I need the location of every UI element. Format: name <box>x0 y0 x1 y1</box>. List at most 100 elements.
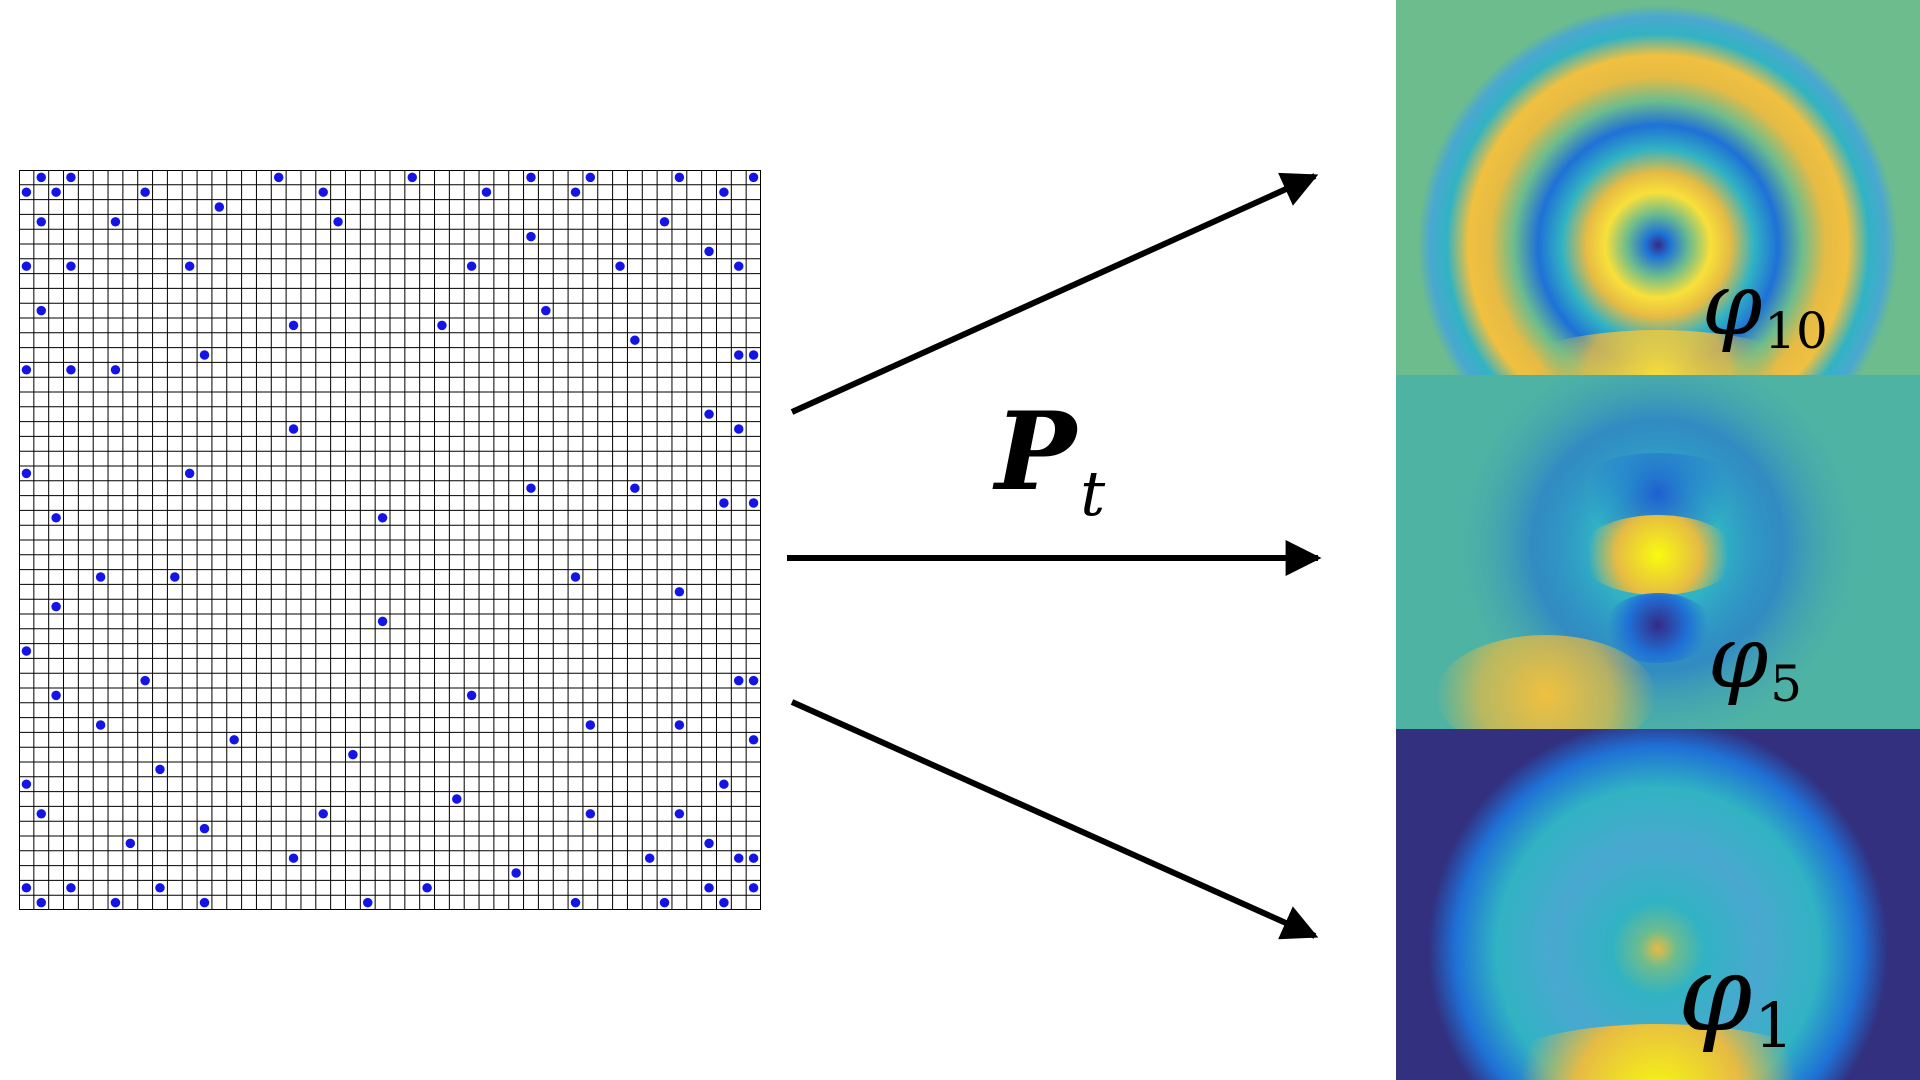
occupied-cell-dot <box>184 261 195 271</box>
occupied-cell-dot <box>199 350 210 360</box>
occupied-cell-dot <box>674 720 685 730</box>
occupied-cell-dot <box>155 883 165 893</box>
occupied-cell-dot <box>570 897 581 908</box>
panel-phi5: φ5 <box>1396 375 1920 729</box>
occupied-cell-dot <box>748 350 759 360</box>
occupied-cell-dot <box>526 172 536 183</box>
arrow-down <box>790 699 1319 940</box>
occupied-cell-dot <box>630 483 640 493</box>
occupied-cell-dot <box>704 409 714 419</box>
occupied-cell-dot <box>288 424 299 434</box>
lattice-grid <box>19 170 761 910</box>
occupied-cell-dot <box>644 853 655 863</box>
occupied-cell-dot <box>704 883 714 893</box>
panel-phi1: φ1 <box>1396 729 1920 1080</box>
occupied-cell-dot <box>511 868 521 878</box>
phi5-label: φ5 <box>1708 615 1802 709</box>
occupied-cell-dot <box>288 853 299 863</box>
phi5-symbol: φ <box>1708 608 1769 708</box>
occupied-cell-dot <box>51 187 61 197</box>
occupied-cell-dot <box>585 809 596 819</box>
occupied-cell-dot <box>748 883 759 893</box>
occupied-cell-dot <box>630 335 640 345</box>
occupied-cell-dot <box>36 217 46 227</box>
occupied-cell-dot <box>526 483 536 493</box>
lattice-svg <box>19 170 761 910</box>
occupied-cell-dot <box>51 513 61 523</box>
occupied-cell-dot <box>748 853 759 863</box>
occupied-cell-dot <box>21 468 32 479</box>
occupied-cell-dot <box>734 350 744 360</box>
occupied-cell-dot <box>377 616 388 627</box>
occupied-cell-dot <box>719 779 729 789</box>
occupied-cell-dot <box>273 172 284 183</box>
occupied-cell-dot <box>36 172 46 183</box>
occupied-cell-dot <box>466 690 477 701</box>
occupied-cell-dot <box>95 572 106 582</box>
occupied-cell-dot <box>214 202 225 212</box>
occupied-cell-dot <box>674 809 685 819</box>
occupied-cell-dot <box>66 261 76 271</box>
arrow-up <box>790 172 1319 415</box>
occupied-cell-dot <box>155 764 165 775</box>
occupied-cell-dot <box>437 320 447 331</box>
grid-lines <box>19 170 761 910</box>
occupied-cell-dot <box>21 646 32 656</box>
occupied-cell-dot <box>452 794 462 804</box>
occupied-cell-dot <box>570 187 581 197</box>
phi10-field <box>1396 0 1920 375</box>
occupied-cell-dot <box>659 897 670 908</box>
occupied-cell-dot <box>21 779 32 789</box>
occupied-cell-dot <box>734 675 744 686</box>
occupied-cell-dot <box>229 735 239 745</box>
panel-phi10: φ10 <box>1396 0 1920 375</box>
occupied-cell-dot <box>199 823 210 834</box>
occupied-cell-dot <box>407 172 417 183</box>
occupied-cell-dot <box>110 365 121 375</box>
occupied-cell-dot <box>570 572 581 582</box>
phi1-symbol: φ <box>1678 932 1753 1055</box>
occupied-cell-dot <box>704 246 714 257</box>
occupied-cell-dot <box>704 838 714 849</box>
occupied-cell-dot <box>288 320 299 331</box>
occupied-cell-dot <box>51 601 61 612</box>
operator-label: Pt <box>995 398 1105 525</box>
occupied-cell-dot <box>363 897 373 908</box>
occupied-cell-dot <box>674 172 685 183</box>
phi10-subscript: 10 <box>1764 302 1828 360</box>
occupied-cell-dot <box>333 217 343 227</box>
occupied-cell-dot <box>377 513 388 523</box>
occupied-cell-dot <box>110 217 121 227</box>
occupied-cell-dot <box>36 809 46 819</box>
occupied-cell-dot <box>140 187 150 197</box>
occupied-cell-dot <box>748 735 759 745</box>
occupied-cell-dot <box>674 587 685 597</box>
occupied-cell-dot <box>541 305 551 316</box>
occupied-cell-dot <box>585 720 596 730</box>
occupied-cell-dot <box>318 187 328 197</box>
occupied-cell-dot <box>21 187 32 197</box>
occupied-cell-dot <box>748 172 759 183</box>
occupied-cell-dot <box>140 675 150 686</box>
occupied-cell-dot <box>36 897 46 908</box>
operator-subscript: t <box>1080 457 1106 530</box>
occupied-cell-dot <box>481 187 492 197</box>
occupied-cell-dot <box>734 853 744 863</box>
occupied-cell-dot <box>66 365 76 375</box>
phi1-subscript: 1 <box>1754 989 1794 1063</box>
occupied-cell-dot <box>21 261 32 271</box>
phi5-field <box>1396 375 1920 729</box>
occupied-cell-dot <box>748 675 759 686</box>
occupied-cell-dot <box>734 424 744 434</box>
occupied-cell-dot <box>526 231 536 242</box>
occupied-cell-dot <box>51 690 61 701</box>
occupied-cell-dot <box>184 468 195 479</box>
occupied-dots <box>21 172 759 908</box>
occupied-cell-dot <box>422 883 432 893</box>
phi5-subscript: 5 <box>1770 655 1803 713</box>
occupied-cell-dot <box>95 720 106 730</box>
occupied-cell-dot <box>170 572 180 582</box>
occupied-cell-dot <box>585 172 596 183</box>
occupied-cell-dot <box>466 261 477 271</box>
occupied-cell-dot <box>318 809 328 819</box>
